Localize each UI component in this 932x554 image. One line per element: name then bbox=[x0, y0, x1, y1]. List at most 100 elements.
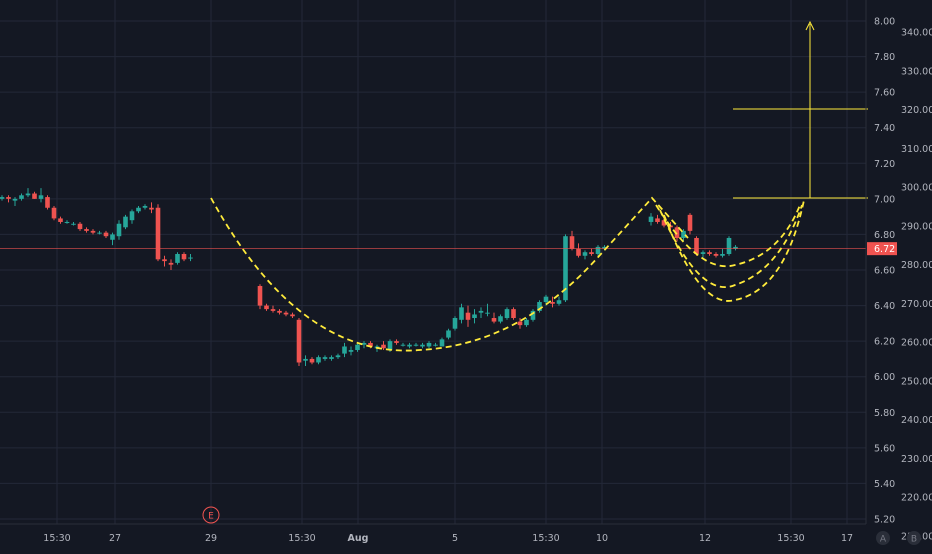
candle-body bbox=[707, 252, 712, 254]
candle-body bbox=[595, 246, 601, 254]
candle-body bbox=[498, 316, 503, 322]
axis-button-bg bbox=[907, 531, 921, 545]
candle-body bbox=[136, 207, 141, 212]
axis-button-a[interactable]: A bbox=[876, 531, 890, 545]
candle-body bbox=[407, 344, 412, 347]
candle-body bbox=[687, 214, 693, 231]
candle-body bbox=[64, 221, 70, 223]
candle-body bbox=[32, 193, 37, 199]
earnings-marker-label: E bbox=[208, 512, 214, 522]
candle-body bbox=[576, 248, 581, 256]
candle-body bbox=[277, 310, 282, 313]
price-tick-label: 5.80 bbox=[874, 408, 895, 419]
candle-body bbox=[181, 253, 187, 260]
cup-curve bbox=[210, 196, 689, 352]
time-tick-label: 27 bbox=[109, 533, 121, 544]
time-tick-label: 15:30 bbox=[288, 533, 315, 544]
price-tick-label: 8.00 bbox=[874, 17, 895, 28]
candle-body bbox=[465, 312, 471, 320]
candle-body bbox=[257, 286, 263, 306]
candle-body bbox=[661, 220, 667, 226]
candle-body bbox=[537, 302, 542, 311]
candle-body bbox=[602, 246, 607, 249]
secondary-tick-label: 240.00 bbox=[901, 415, 932, 426]
candle-body bbox=[283, 312, 289, 315]
candle-body bbox=[6, 197, 11, 199]
price-tick-label: 6.80 bbox=[874, 230, 895, 241]
candle-body bbox=[504, 309, 510, 319]
last-price-badge bbox=[867, 242, 897, 256]
candle-body bbox=[524, 319, 529, 326]
candle-body bbox=[433, 344, 438, 346]
candle-body bbox=[446, 330, 451, 338]
earnings-marker-icon bbox=[202, 506, 220, 524]
candle-body bbox=[335, 355, 341, 358]
candle-body bbox=[296, 319, 302, 363]
candle-body bbox=[71, 223, 76, 225]
candle-body bbox=[355, 344, 360, 351]
price-tick-label: 5.60 bbox=[874, 443, 895, 454]
grid-lines bbox=[0, 0, 866, 524]
candle-body bbox=[90, 230, 96, 233]
candle-body bbox=[694, 237, 699, 254]
candle-body bbox=[563, 236, 568, 301]
time-tick-label: 10 bbox=[596, 533, 608, 544]
price-tick-label: 6.40 bbox=[874, 301, 895, 312]
candle-body bbox=[84, 229, 89, 231]
candle-body bbox=[188, 257, 193, 259]
candle-body bbox=[97, 232, 102, 234]
time-tick-label: 29 bbox=[205, 533, 217, 544]
secondary-tick-label: 280.00 bbox=[901, 260, 932, 271]
candle-body bbox=[511, 309, 516, 319]
candle-body bbox=[77, 223, 83, 230]
candle-body bbox=[0, 197, 5, 199]
price-tick-label: 5.40 bbox=[874, 479, 895, 490]
candle-body bbox=[426, 342, 432, 347]
candle-body bbox=[589, 252, 594, 254]
candle-body bbox=[550, 302, 555, 304]
candle-body bbox=[290, 314, 295, 317]
time-tick-label: 12 bbox=[699, 533, 711, 544]
candle-body bbox=[123, 216, 128, 228]
candle-body bbox=[155, 207, 161, 260]
secondary-tick-label: 260.00 bbox=[901, 338, 932, 349]
candle-body bbox=[655, 218, 660, 222]
candle-body bbox=[452, 318, 458, 329]
candle-body bbox=[413, 344, 419, 346]
time-tick-label: Aug bbox=[348, 533, 369, 544]
candle-body bbox=[517, 321, 523, 326]
candle-body bbox=[439, 339, 445, 347]
candle-body bbox=[726, 237, 732, 254]
candle-body bbox=[270, 309, 276, 311]
secondary-tick-label: 250.00 bbox=[901, 376, 932, 387]
candle-body bbox=[569, 236, 575, 249]
secondary-tick-label: 290.00 bbox=[901, 221, 932, 232]
candle-body bbox=[110, 234, 115, 240]
candle-body bbox=[142, 205, 148, 208]
time-tick-label: 5 bbox=[452, 533, 458, 544]
candle-body bbox=[485, 312, 490, 314]
handle-curve-2 bbox=[659, 204, 803, 288]
price-tick-label: 7.80 bbox=[874, 52, 895, 63]
candle-body bbox=[713, 253, 719, 256]
candle-body bbox=[149, 207, 154, 210]
target-arrow-head bbox=[805, 20, 815, 31]
candle-body bbox=[700, 252, 706, 254]
candlestick-series bbox=[0, 188, 738, 367]
secondary-tick-label: 340.00 bbox=[901, 28, 932, 39]
candle-body bbox=[45, 197, 50, 208]
candle-body bbox=[342, 346, 347, 354]
candle-body bbox=[58, 218, 63, 222]
axis-button-b[interactable]: B bbox=[907, 531, 921, 545]
axis-button-bg bbox=[876, 531, 890, 545]
candle-body bbox=[103, 232, 109, 237]
secondary-tick-label: 330.00 bbox=[901, 66, 932, 77]
secondary-tick-label: 220.00 bbox=[901, 493, 932, 504]
candle-body bbox=[129, 211, 135, 221]
candle-body bbox=[491, 318, 497, 322]
candle-body bbox=[400, 344, 406, 346]
candle-body bbox=[394, 341, 399, 343]
